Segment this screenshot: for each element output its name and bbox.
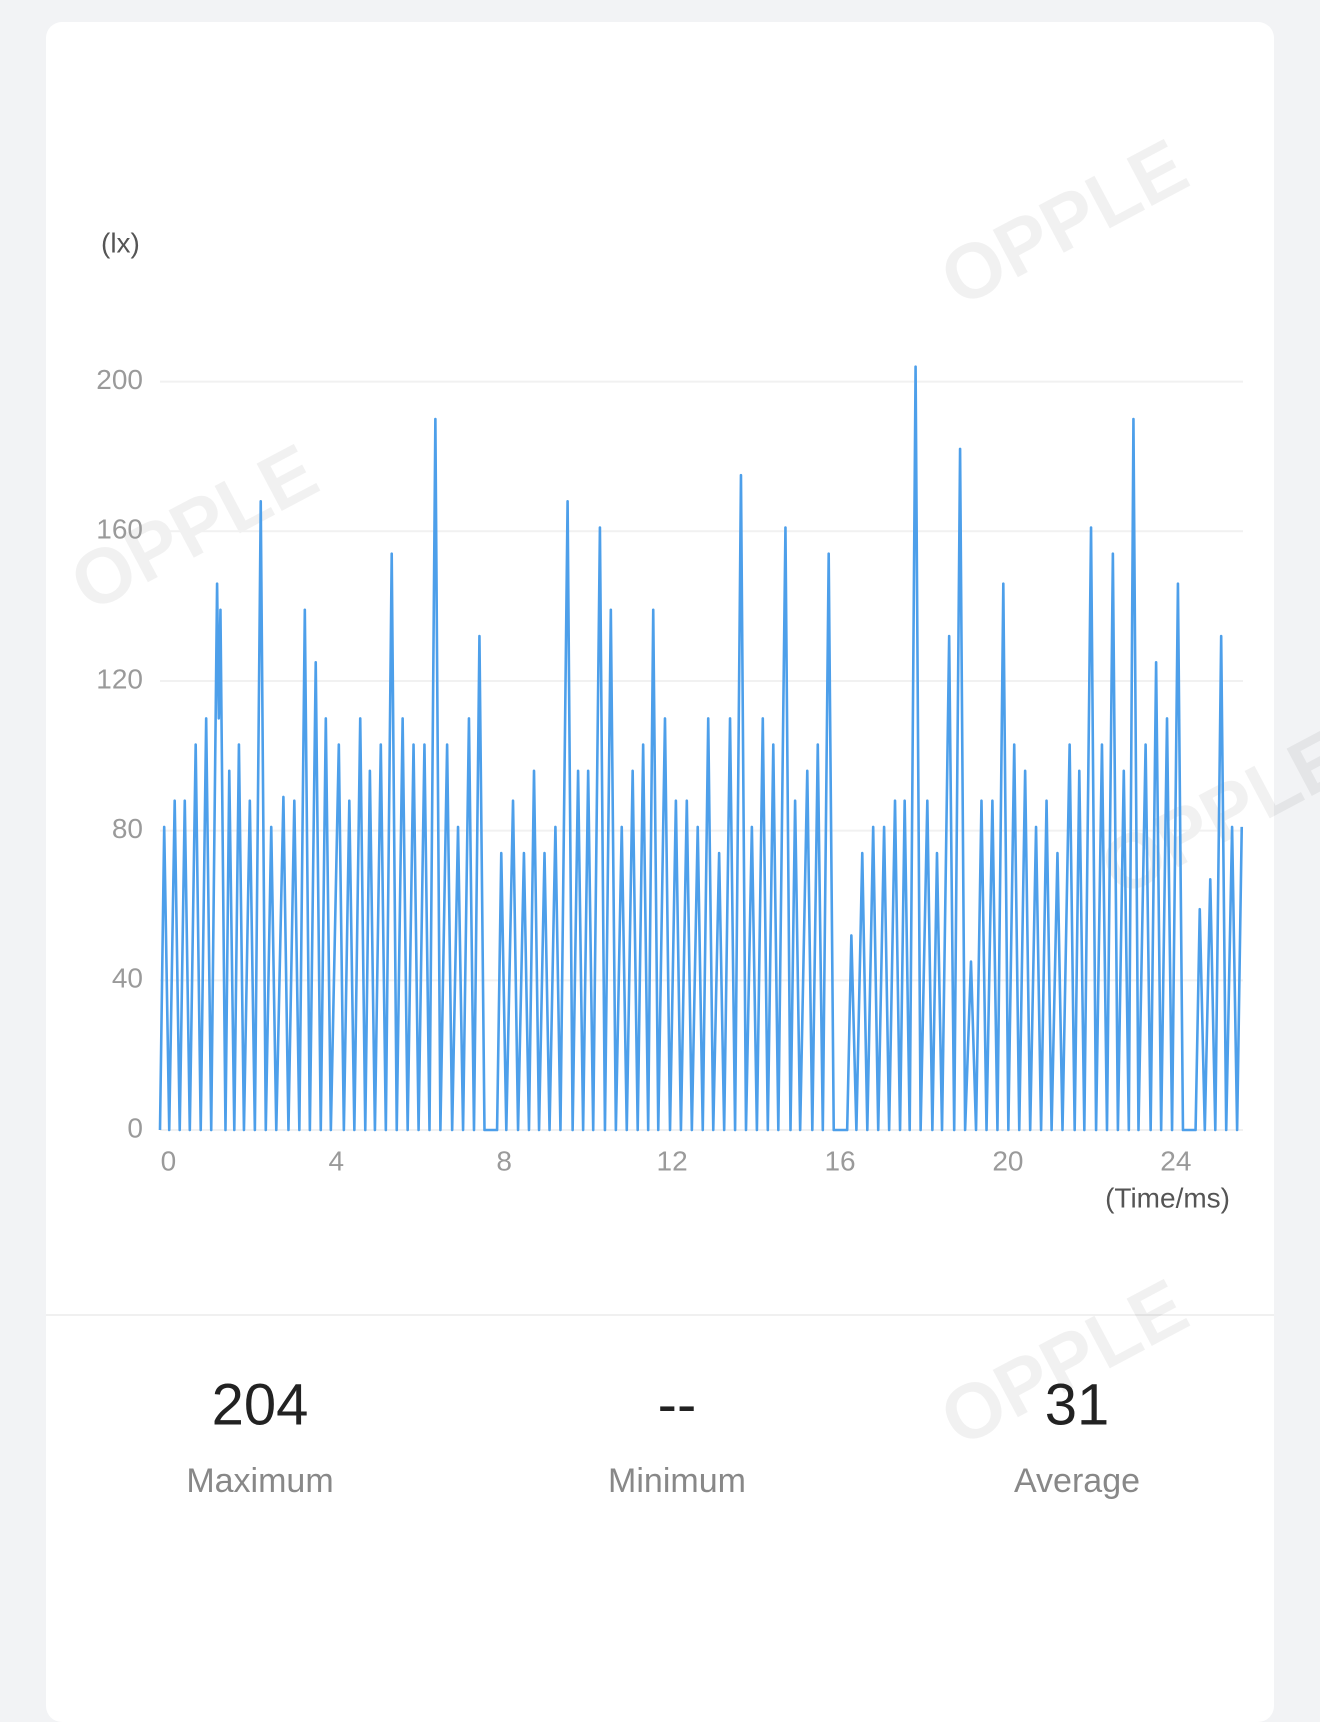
y-tick-label: 200 bbox=[96, 364, 143, 395]
x-tick-label: 8 bbox=[496, 1145, 512, 1176]
x-tick-label: 4 bbox=[329, 1145, 345, 1176]
stat-label: Average bbox=[1014, 1462, 1140, 1500]
stat-label: Maximum bbox=[186, 1462, 333, 1500]
y-axis-label: (lx) bbox=[101, 227, 140, 258]
x-tick-label: 0 bbox=[161, 1145, 177, 1176]
x-tick-label: 24 bbox=[1160, 1145, 1191, 1176]
x-tick-label: 20 bbox=[992, 1145, 1023, 1176]
y-tick-label: 160 bbox=[96, 514, 143, 545]
stat-label: Minimum bbox=[608, 1462, 746, 1500]
watermark: OPPLE bbox=[926, 121, 1201, 323]
stat-value: 204 bbox=[212, 1372, 309, 1437]
x-tick-label: 16 bbox=[824, 1145, 855, 1176]
data-line bbox=[158, 365, 1244, 1132]
y-tick-label: 40 bbox=[112, 963, 143, 994]
y-tick-label: 0 bbox=[127, 1112, 143, 1143]
stat-value: 31 bbox=[1045, 1372, 1110, 1437]
x-axis-label: (Time/ms) bbox=[1105, 1182, 1230, 1213]
stat-value: -- bbox=[658, 1372, 697, 1437]
y-tick-label: 120 bbox=[96, 663, 143, 694]
y-tick-label: 80 bbox=[112, 813, 143, 844]
x-tick-label: 12 bbox=[657, 1145, 688, 1176]
